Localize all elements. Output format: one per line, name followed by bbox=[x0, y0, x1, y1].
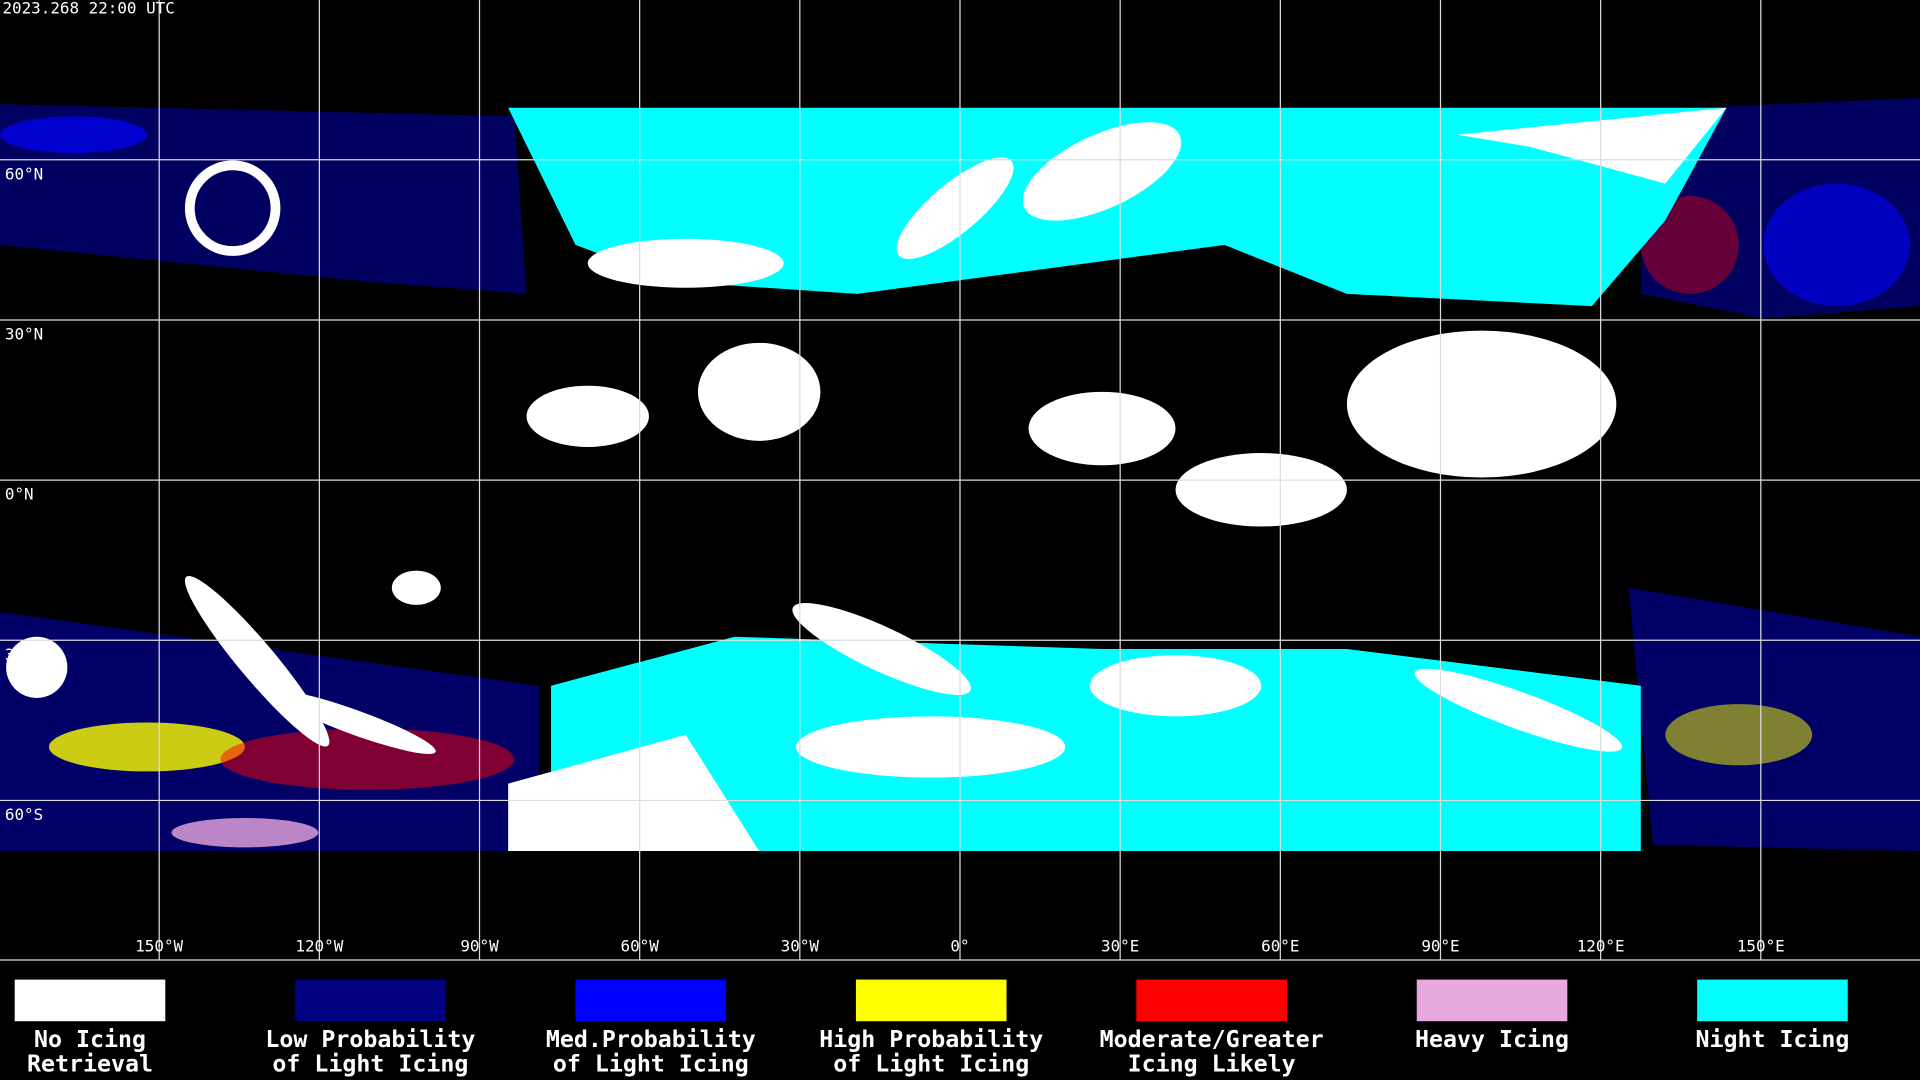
lon-label: 30°E bbox=[1101, 936, 1139, 955]
lat-label: 0°N bbox=[5, 485, 34, 504]
legend-label: No Icing bbox=[34, 1026, 146, 1053]
lat-label: 60°N bbox=[5, 164, 43, 183]
lon-label: 0° bbox=[950, 936, 969, 955]
legend-label: of Light Icing bbox=[553, 1050, 749, 1077]
legend-swatch bbox=[855, 979, 1007, 1022]
lon-label: 150°E bbox=[1737, 936, 1785, 955]
lon-label: 90°W bbox=[460, 936, 499, 955]
lon-label: 60°E bbox=[1261, 936, 1299, 955]
legend-swatch bbox=[1697, 979, 1848, 1022]
legend-swatch bbox=[575, 979, 727, 1022]
lat-label: 60°S bbox=[5, 805, 43, 824]
timestamp: 2023.268 22:00 UTC bbox=[2, 0, 174, 17]
lon-label: 120°E bbox=[1577, 936, 1625, 955]
legend-swatch bbox=[14, 979, 166, 1022]
legend-label: High Probability bbox=[819, 1026, 1043, 1053]
legend-label: Heavy Icing bbox=[1415, 1026, 1569, 1053]
graticule-labels: 150°W 120°W 90°W 60°W 30°W 0° 30°E 60°E 90°E 120°… bbox=[5, 164, 1785, 955]
legend-label: Night Icing bbox=[1695, 1026, 1849, 1053]
legend-label: Icing Likely bbox=[1128, 1050, 1296, 1077]
legend-swatch bbox=[295, 979, 446, 1022]
satellite-imagery bbox=[0, 97, 1920, 852]
legend-label: Low Probability bbox=[265, 1026, 475, 1053]
graticule bbox=[0, 0, 1920, 961]
legend-swatch bbox=[1416, 979, 1568, 1022]
lon-label: 90°E bbox=[1421, 936, 1459, 955]
legend-label: of Light Icing bbox=[833, 1050, 1029, 1077]
lon-label: 150°W bbox=[135, 936, 183, 955]
lat-label: 30°N bbox=[5, 325, 43, 344]
lon-label: 30°W bbox=[781, 936, 820, 955]
legend-swatch bbox=[1136, 979, 1287, 1022]
legend-label: Retrieval bbox=[27, 1050, 153, 1077]
legend-label: of Light Icing bbox=[272, 1050, 468, 1077]
lat-label: 30°S bbox=[5, 645, 43, 664]
legend-label: Med.Probability bbox=[546, 1026, 756, 1053]
lon-label: 120°W bbox=[295, 936, 343, 955]
legend-label: Moderate/Greater bbox=[1100, 1026, 1324, 1053]
lon-label: 60°W bbox=[621, 936, 660, 955]
